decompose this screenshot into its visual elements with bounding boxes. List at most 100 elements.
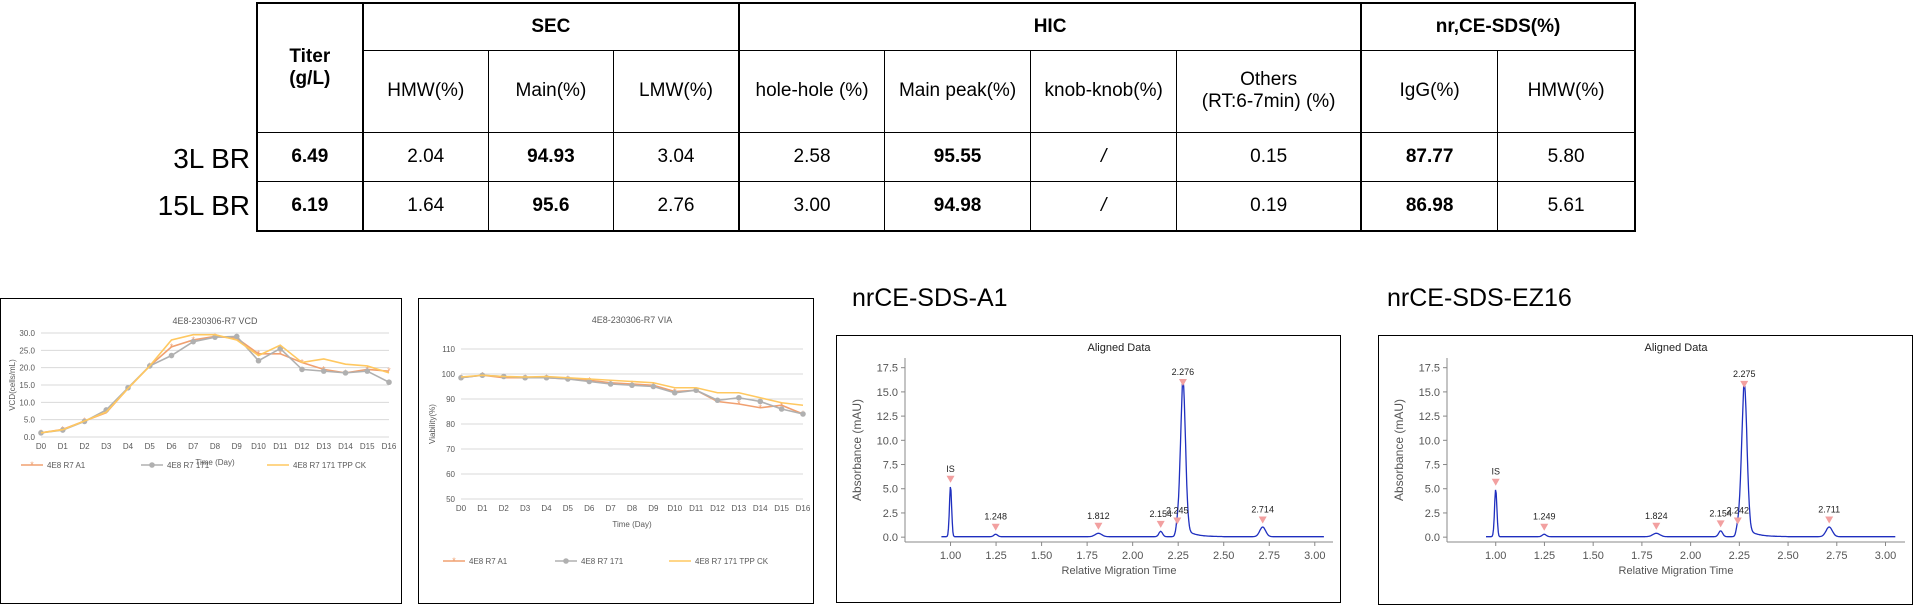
- legend-label: 4E8 R7 A1: [469, 557, 508, 566]
- y-tick-label: 30.0: [19, 329, 35, 338]
- y-tick-label: 100: [442, 370, 456, 379]
- table-cell: 0.19: [1176, 180, 1362, 232]
- peak-label: IS: [1491, 467, 1500, 477]
- x-tick-label: D13: [316, 442, 331, 451]
- x-tick-label: D13: [732, 504, 747, 513]
- legend-label: 4E8 R7 171: [167, 461, 210, 470]
- subheader-cell: IgG(%): [1360, 50, 1499, 133]
- table-cell: 87.77: [1360, 131, 1499, 182]
- y-tick-label: 10.0: [19, 398, 35, 407]
- ce-ez16-title: nrCE-SDS-EZ16: [1387, 284, 1572, 312]
- y-tick-label: 7.5: [883, 460, 898, 472]
- x-tick-label: D7: [188, 442, 199, 451]
- peak-label: 2.275: [1733, 369, 1756, 379]
- x-tick-label: D14: [753, 504, 768, 513]
- data-point: [778, 406, 785, 412]
- x-tick-label: D16: [382, 442, 397, 451]
- data-point: *: [737, 399, 741, 409]
- x-tick-label: 2.75: [1259, 550, 1280, 562]
- x-tick-label: D11: [273, 442, 288, 451]
- vcd-chart: 4E8-230306-R7 VCD 0.0 5.0 10.0 15.0 20.0 25.0 3…: [8, 316, 397, 470]
- x-axis-label: Time (Day): [612, 520, 652, 529]
- chart-title: Aligned Data: [1088, 342, 1152, 354]
- data-point: [671, 389, 678, 396]
- x-tick-label: D15: [360, 442, 375, 451]
- table-cell: 2.76: [612, 180, 740, 232]
- data-point: [736, 394, 742, 401]
- x-tick-label: D9: [232, 442, 243, 451]
- x-tick-label: D8: [210, 442, 221, 451]
- chart-title: 4E8-230306-R7 VCD: [172, 316, 258, 326]
- data-point: *: [257, 349, 261, 359]
- y-tick-label: 12.5: [877, 411, 898, 423]
- x-tick-label: D10: [667, 504, 682, 513]
- data-point: [233, 333, 240, 340]
- x-tick-label: D3: [101, 442, 112, 451]
- y-tick-label: 0.0: [24, 433, 36, 442]
- y-tick-label: 15.0: [19, 381, 35, 390]
- x-tick-label: D2: [499, 504, 510, 513]
- y-axis-label: Viability(%): [428, 404, 437, 444]
- table-row: 6.19 1.64 95.6 2.76 3.00 94.98 / 0.19 86…: [256, 180, 1637, 232]
- subheader-cell: HMW(%): [1497, 50, 1637, 133]
- group-header-hic: HIC: [738, 2, 1362, 52]
- y-tick-label: 7.5: [1425, 460, 1440, 472]
- x-tick-label: D2: [79, 442, 90, 451]
- titer-header: Titer (g/L): [256, 1, 364, 133]
- data-point: *: [278, 349, 282, 359]
- peak-marker: [1178, 378, 1187, 386]
- data-point: [320, 368, 327, 374]
- table-cell: 2.04: [361, 131, 489, 182]
- x-tick-label: D5: [563, 504, 574, 513]
- data-point: [607, 381, 614, 387]
- data-point: *: [170, 342, 174, 352]
- table-cell: 3.04: [612, 131, 740, 182]
- peak-marker: [1540, 523, 1549, 531]
- x-tick-label: 1.00: [1485, 550, 1506, 562]
- series-line: [40, 333, 390, 434]
- vcd-chart-panel: 4E8-230306-R7 VCD 0.0 5.0 10.0 15.0 20.0 25.0 3…: [0, 298, 402, 604]
- y-tick-label: 110: [442, 345, 455, 354]
- x-tick-label: D9: [648, 504, 659, 513]
- trace-line: [1486, 382, 1896, 538]
- data-point: [342, 370, 349, 376]
- peak-marker: [1733, 517, 1742, 525]
- data-point: *: [758, 403, 762, 413]
- y-tick-label: 10.0: [1419, 435, 1440, 447]
- peak-label: IS: [946, 464, 955, 474]
- data-point: [458, 374, 464, 381]
- peak-label: 2.154: [1149, 509, 1172, 519]
- data-point: *: [387, 366, 391, 376]
- data-point: [800, 411, 806, 417]
- ce-ez16-chart: Aligned Data 0.0 2.5 5.0 7.5 10.0 12.5 15.0 17.5…: [1392, 342, 1905, 577]
- y-tick-label: 2.5: [1425, 508, 1440, 520]
- y-tick-label: 5.0: [883, 484, 898, 496]
- y-tick-label: 15.0: [1419, 387, 1440, 399]
- ce-a1-chart-panel: Aligned Data 0.0 2.5 5.0 7.5 10.0 12.5 15.0 17.5…: [836, 335, 1341, 603]
- x-tick-label: 3.00: [1304, 550, 1325, 562]
- x-tick-label: 2.00: [1680, 550, 1701, 562]
- subheader-cell: Main(%): [487, 50, 614, 133]
- data-point: [629, 382, 635, 389]
- data-point: [190, 338, 197, 345]
- table-cell: 5.80: [1497, 131, 1637, 182]
- subheader-cell: Others (RT:6-7min) (%): [1176, 50, 1362, 133]
- x-tick-label: D1: [58, 442, 69, 451]
- table-cell: 6.19: [256, 180, 364, 232]
- x-tick-label: D6: [584, 504, 595, 513]
- table-cell: /: [1030, 180, 1178, 232]
- y-tick-label: 5.0: [1425, 484, 1440, 496]
- table-cell: 86.98: [1360, 180, 1499, 232]
- data-point: [364, 368, 371, 374]
- peak-label: 2.711: [1818, 504, 1840, 514]
- table-cell: 94.98: [883, 180, 1032, 232]
- peak-marker: [1825, 516, 1834, 524]
- peak-label: 2.242: [1727, 505, 1750, 515]
- subheader-cell: hole-hole (%): [738, 50, 886, 133]
- legend-marker: *: [452, 556, 456, 566]
- results-table-container: Titer (g/L) SEC HIC nr,CE-SDS(%) HMW(%) …: [256, 1, 1637, 232]
- y-tick-label: 17.5: [877, 363, 898, 375]
- x-tick-label: D7: [606, 504, 617, 513]
- x-tick-label: D15: [774, 504, 789, 513]
- y-tick-label: 5.0: [24, 416, 36, 425]
